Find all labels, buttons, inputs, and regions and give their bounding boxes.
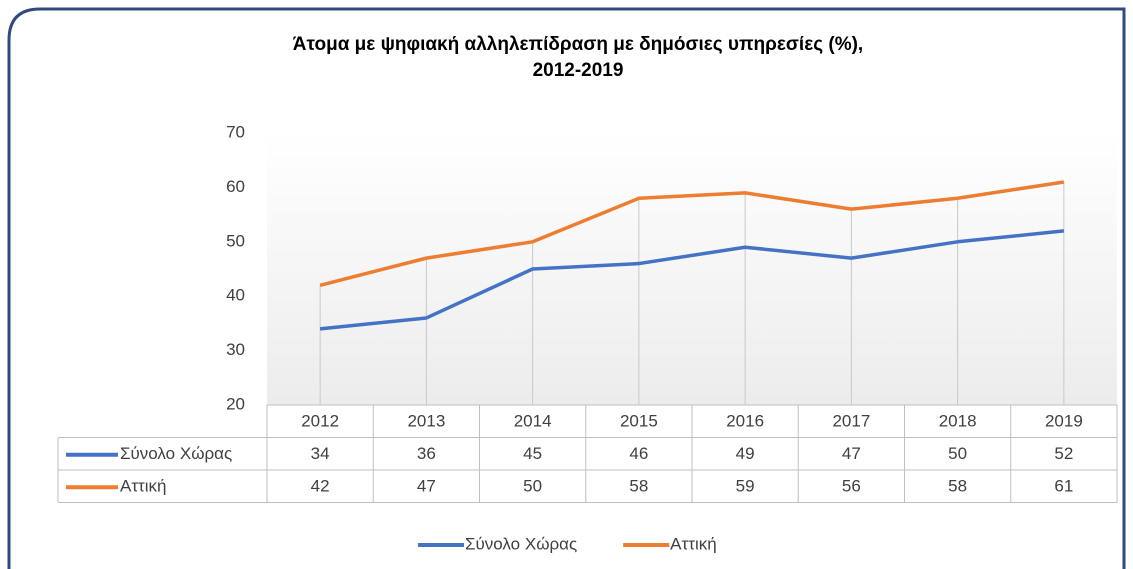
y-tick-label: 40 bbox=[226, 286, 245, 305]
table-cell: 56 bbox=[842, 477, 861, 496]
table-cell: 46 bbox=[629, 444, 648, 463]
table-cell: 50 bbox=[948, 444, 967, 463]
legend-label: Αττική bbox=[670, 534, 717, 553]
x-tick-label: 2012 bbox=[301, 412, 339, 431]
table-cell: 36 bbox=[417, 444, 436, 463]
table-cell: 58 bbox=[948, 477, 967, 496]
table-cell: 47 bbox=[842, 444, 861, 463]
table-row-label: Αττική bbox=[120, 477, 167, 496]
table-cell: 59 bbox=[736, 477, 755, 496]
table-cell: 49 bbox=[736, 444, 755, 463]
table-cell: 42 bbox=[311, 477, 330, 496]
table-cell: 34 bbox=[311, 444, 330, 463]
series-line bbox=[319, 229, 1065, 331]
chart-title: Άτομα με ψηφιακή αλληλεπίδραση με δημόσι… bbox=[293, 34, 863, 55]
x-tick-label: 2017 bbox=[832, 412, 870, 431]
table-row-label: Σύνολο Χώρας bbox=[120, 444, 232, 463]
x-tick-label: 2015 bbox=[620, 412, 658, 431]
y-tick-label: 70 bbox=[226, 122, 245, 141]
table-cell: 47 bbox=[417, 477, 436, 496]
x-tick-label: 2016 bbox=[726, 412, 764, 431]
frame bbox=[7, 7, 1126, 569]
x-tick-label: 2018 bbox=[939, 412, 977, 431]
plot-area bbox=[267, 133, 1117, 405]
table-cell: 45 bbox=[523, 444, 542, 463]
x-tick-label: 2014 bbox=[514, 412, 552, 431]
x-tick-label: 2013 bbox=[407, 412, 445, 431]
y-tick-label: 30 bbox=[226, 340, 245, 359]
table-cell: 58 bbox=[629, 477, 648, 496]
legend-label: Σύνολο Χώρας bbox=[465, 534, 577, 553]
y-tick-label: 20 bbox=[226, 394, 245, 413]
table-cell: 50 bbox=[523, 477, 542, 496]
table-cell: 61 bbox=[1054, 477, 1073, 496]
x-tick-label: 2019 bbox=[1045, 412, 1083, 431]
y-tick-label: 50 bbox=[226, 231, 245, 250]
table-cell: 52 bbox=[1054, 444, 1073, 463]
y-tick-label: 60 bbox=[226, 177, 245, 196]
series-line bbox=[319, 180, 1065, 288]
chart-title: 2012-2019 bbox=[533, 60, 624, 81]
